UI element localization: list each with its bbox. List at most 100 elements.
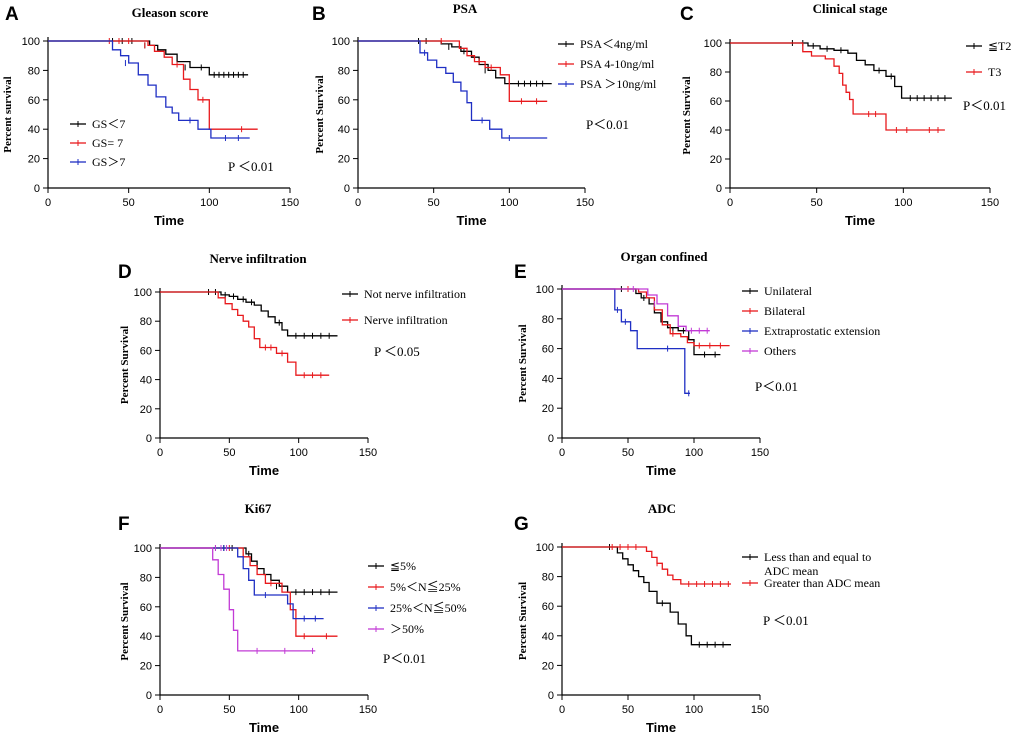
survival-curve-4 <box>160 547 316 652</box>
panel-title: Organ confined <box>620 249 708 264</box>
y-tick-label: 100 <box>704 38 722 50</box>
y-tick-label: 40 <box>542 373 554 385</box>
survival-curve-4 <box>562 288 710 332</box>
x-tick-label: 100 <box>500 197 518 209</box>
y-tick-label: 60 <box>140 602 152 614</box>
y-tick-label: 20 <box>28 154 40 166</box>
y-tick-label: 0 <box>548 433 554 445</box>
y-tick-label: 20 <box>140 661 152 673</box>
x-tick-label: 50 <box>622 447 634 459</box>
x-tick-label: 150 <box>751 704 769 716</box>
p-value-annotation: P＜0.01 <box>963 98 1006 113</box>
legend-entry: Greater than ADC mean <box>764 576 880 590</box>
y-tick-label: 80 <box>542 572 554 584</box>
y-tick-label: 80 <box>140 572 152 584</box>
y-tick-label: 100 <box>134 543 152 555</box>
y-axis-label: Percent Survival <box>314 75 326 153</box>
panel-title: Ki67 <box>245 501 272 516</box>
panel-title: PSA <box>453 1 478 16</box>
x-tick-label: 0 <box>727 197 733 209</box>
legend-entry: ≦T2 <box>988 39 1011 53</box>
y-tick-label: 100 <box>22 36 40 48</box>
y-tick-label: 40 <box>140 631 152 643</box>
y-tick-label: 60 <box>542 601 554 613</box>
x-tick-label: 50 <box>223 704 235 716</box>
y-axis-label: Percent Survival <box>517 582 529 660</box>
y-tick-label: 80 <box>542 314 554 326</box>
x-tick-label: 100 <box>894 197 912 209</box>
panel-label: G <box>514 514 529 535</box>
p-value-annotation: P＜0.01 <box>755 379 798 394</box>
x-axis-label: Time <box>845 213 875 228</box>
panel-label: F <box>118 514 130 535</box>
panel-label: A <box>5 4 19 25</box>
y-tick-label: 40 <box>542 631 554 643</box>
panel-e: E Organ confined 0 20 40 60 80 100 0 50 100 150 Time… <box>514 249 880 478</box>
legend-entry: PSA ＞10ng/ml <box>580 77 657 91</box>
y-tick-label: 80 <box>140 316 152 328</box>
x-axis-label: Time <box>646 720 676 735</box>
x-tick-label: 150 <box>359 447 377 459</box>
y-tick-label: 80 <box>710 67 722 79</box>
legend-entry: 5%＜N≦25% <box>390 579 461 594</box>
y-tick-label: 0 <box>146 433 152 445</box>
y-tick-label: 60 <box>28 95 40 107</box>
y-tick-label: 100 <box>332 36 350 48</box>
panel-g: G ADC 0 20 40 60 80 100 0 50 100 150 Time Percent Sur… <box>514 501 880 735</box>
x-tick-label: 0 <box>559 447 565 459</box>
survival-curve-2 <box>562 288 730 347</box>
y-tick-label: 40 <box>28 124 40 136</box>
y-tick-label: 20 <box>542 403 554 415</box>
y-tick-label: 20 <box>542 660 554 672</box>
legend-entry: GS＜7 <box>92 117 125 131</box>
y-axis-label: Percent Survival <box>517 324 529 402</box>
x-tick-label: 50 <box>622 704 634 716</box>
y-tick-label: 60 <box>338 95 350 107</box>
p-value-annotation: P＜0.01 <box>383 651 426 666</box>
survival-curve-1 <box>562 546 731 646</box>
y-tick-label: 20 <box>140 404 152 416</box>
survival-curve-2 <box>562 546 731 585</box>
x-tick-label: 100 <box>200 197 218 209</box>
panel-title: Clinical stage <box>813 1 888 16</box>
survival-curve-3 <box>48 40 250 139</box>
legend-entry: Unilateral <box>764 284 813 298</box>
panel-title: Nerve infiltration <box>209 251 307 266</box>
legend-entry: ＞50% <box>390 622 424 636</box>
survival-curve-1 <box>358 40 552 85</box>
survival-curve-2 <box>358 40 548 102</box>
y-axis-label: Percent survival <box>2 76 14 152</box>
x-axis-label: Time <box>249 463 279 478</box>
legend-entry: T3 <box>988 65 1001 79</box>
y-tick-label: 100 <box>536 284 554 296</box>
survival-curve-1 <box>48 40 249 76</box>
y-tick-label: 40 <box>140 375 152 387</box>
x-tick-label: 150 <box>281 197 299 209</box>
y-tick-label: 100 <box>134 287 152 299</box>
x-tick-label: 0 <box>355 197 361 209</box>
x-tick-label: 150 <box>359 704 377 716</box>
survival-curve-2 <box>48 40 258 130</box>
y-tick-label: 40 <box>710 125 722 137</box>
x-tick-label: 0 <box>45 197 51 209</box>
p-value-annotation: P＜0.01 <box>586 117 629 132</box>
x-axis-label: Time <box>249 720 279 735</box>
panel-label: C <box>680 4 694 25</box>
y-tick-label: 0 <box>548 690 554 702</box>
legend-entry: GS＞7 <box>92 155 125 169</box>
survival-curve-2 <box>160 291 330 376</box>
legend-entry: Less than and equal to <box>764 550 871 564</box>
survival-curve-2 <box>730 42 945 131</box>
y-tick-label: 0 <box>716 183 722 195</box>
y-axis-label: Percent Survival <box>119 326 131 404</box>
legend-entry: ADC mean <box>764 564 818 578</box>
p-value-annotation: P ＜0.05 <box>374 344 420 359</box>
panel-label: E <box>514 262 527 283</box>
x-tick-label: 50 <box>428 197 440 209</box>
survival-curve-2 <box>160 547 338 637</box>
panel-title: Gleason score <box>132 5 209 20</box>
legend-entry: ≦5% <box>390 559 416 573</box>
x-tick-label: 150 <box>981 197 999 209</box>
x-axis-label: Time <box>646 463 676 478</box>
